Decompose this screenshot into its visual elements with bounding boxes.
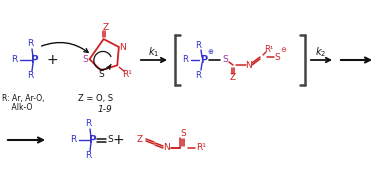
Text: $k_2$: $k_2$	[315, 45, 327, 59]
Text: +: +	[46, 53, 58, 67]
Text: R: R	[182, 56, 188, 64]
Text: Alk-O: Alk-O	[2, 103, 33, 111]
Text: N: N	[246, 61, 253, 69]
Text: R: R	[27, 40, 33, 48]
Text: S: S	[222, 56, 228, 64]
Text: +: +	[112, 133, 124, 147]
Text: ⊕: ⊕	[207, 49, 213, 55]
Text: R: R	[11, 56, 17, 64]
Text: S: S	[98, 70, 104, 79]
Text: R: R	[195, 70, 201, 80]
Text: 1-9: 1-9	[98, 106, 112, 114]
Text: R: R	[195, 41, 201, 49]
Text: P: P	[31, 55, 39, 65]
Text: S: S	[180, 130, 186, 138]
Text: N: N	[163, 143, 169, 153]
Text: R: R	[27, 72, 33, 80]
Text: Z = O, S: Z = O, S	[78, 93, 113, 103]
Text: R: R	[85, 119, 91, 129]
Text: S: S	[274, 53, 280, 62]
Text: S: S	[83, 55, 88, 64]
Text: N: N	[119, 43, 126, 51]
Text: S: S	[107, 135, 113, 145]
Text: R: R	[70, 135, 76, 145]
Text: P: P	[89, 135, 97, 145]
Text: Z: Z	[230, 74, 236, 82]
Text: R¹: R¹	[122, 70, 132, 79]
Text: P: P	[200, 55, 208, 65]
Text: R: Ar, Ar-O,: R: Ar, Ar-O,	[2, 93, 45, 103]
Text: R¹: R¹	[264, 44, 274, 54]
Text: R¹: R¹	[196, 143, 206, 153]
Text: ⊖: ⊖	[280, 47, 286, 53]
Text: Z: Z	[137, 135, 143, 145]
Text: $k_1$: $k_1$	[149, 45, 160, 59]
Text: Z: Z	[102, 23, 108, 32]
Text: R: R	[85, 151, 91, 161]
